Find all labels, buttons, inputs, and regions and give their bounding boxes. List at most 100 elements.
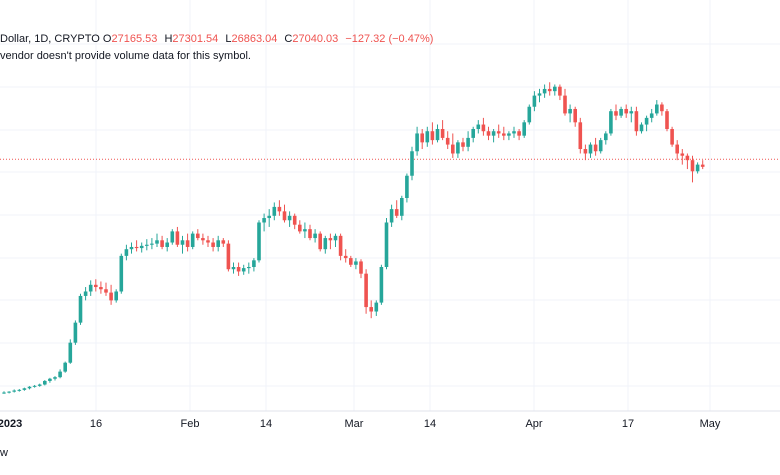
candle[interactable]	[700, 160, 705, 170]
candle[interactable]	[400, 195, 404, 221]
candle[interactable]	[323, 235, 328, 254]
candle[interactable]	[155, 233, 159, 247]
candle[interactable]	[134, 240, 139, 252]
candle[interactable]	[440, 120, 445, 141]
candle[interactable]	[318, 231, 322, 252]
candle[interactable]	[512, 126, 516, 138]
candle[interactable]	[593, 137, 598, 156]
candle[interactable]	[660, 102, 664, 116]
candle[interactable]	[527, 104, 532, 125]
candle[interactable]	[425, 126, 430, 147]
candle[interactable]	[680, 149, 685, 165]
candle[interactable]	[553, 84, 557, 96]
candle[interactable]	[247, 262, 251, 274]
candle[interactable]	[119, 253, 124, 294]
candle[interactable]	[252, 258, 256, 272]
candle[interactable]	[563, 88, 567, 116]
candle[interactable]	[22, 387, 27, 391]
candle[interactable]	[568, 104, 572, 123]
candle[interactable]	[262, 213, 266, 232]
candle[interactable]	[634, 106, 639, 136]
candle[interactable]	[349, 255, 353, 267]
candle[interactable]	[48, 377, 52, 383]
candle[interactable]	[180, 235, 185, 254]
candle[interactable]	[665, 108, 669, 132]
candle[interactable]	[639, 122, 644, 134]
candle[interactable]	[78, 293, 83, 325]
candle[interactable]	[614, 104, 618, 121]
candle[interactable]	[211, 238, 215, 252]
candle[interactable]	[338, 233, 343, 261]
candle[interactable]	[104, 282, 108, 296]
candle[interactable]	[502, 126, 506, 141]
candle[interactable]	[165, 238, 169, 252]
candle[interactable]	[624, 104, 628, 118]
candle[interactable]	[114, 289, 118, 303]
candle[interactable]	[43, 380, 47, 386]
candle[interactable]	[32, 384, 37, 388]
candle[interactable]	[655, 100, 659, 116]
candle[interactable]	[476, 120, 481, 134]
candle[interactable]	[547, 82, 552, 96]
candle[interactable]	[496, 124, 501, 138]
candle[interactable]	[150, 238, 154, 250]
candle[interactable]	[517, 129, 521, 141]
symbol-info[interactable]: Dollar, 1D, CRYPTO	[0, 33, 100, 45]
candle[interactable]	[532, 91, 537, 112]
candle[interactable]	[354, 258, 358, 270]
candle[interactable]	[343, 249, 348, 263]
candle[interactable]	[466, 131, 470, 152]
candle[interactable]	[690, 155, 695, 183]
candle[interactable]	[129, 242, 134, 254]
candle[interactable]	[226, 240, 231, 272]
candle[interactable]	[374, 300, 379, 316]
candle[interactable]	[420, 129, 424, 150]
candle[interactable]	[37, 383, 42, 387]
candle[interactable]	[231, 262, 236, 274]
candle[interactable]	[435, 124, 440, 143]
candle[interactable]	[277, 200, 282, 216]
candle[interactable]	[670, 126, 674, 147]
candle[interactable]	[578, 117, 583, 154]
candle[interactable]	[384, 218, 389, 270]
candle[interactable]	[333, 233, 338, 247]
candle[interactable]	[190, 231, 195, 250]
candle[interactable]	[695, 162, 700, 174]
candle[interactable]	[629, 106, 634, 123]
candle[interactable]	[445, 131, 450, 150]
candle[interactable]	[236, 262, 241, 276]
candle[interactable]	[359, 259, 363, 279]
candle[interactable]	[389, 204, 394, 227]
candle[interactable]	[471, 126, 475, 143]
candle[interactable]	[598, 137, 603, 154]
candle[interactable]	[287, 211, 292, 227]
candle[interactable]	[12, 389, 16, 393]
candle[interactable]	[7, 391, 11, 394]
candle[interactable]	[313, 229, 317, 243]
candle[interactable]	[522, 120, 526, 138]
candle[interactable]	[124, 244, 129, 261]
candle[interactable]	[17, 388, 22, 392]
candle[interactable]	[175, 226, 180, 247]
candle[interactable]	[308, 224, 312, 241]
candle[interactable]	[588, 142, 593, 158]
candle[interactable]	[649, 108, 654, 123]
candle[interactable]	[486, 126, 491, 141]
candle[interactable]	[328, 233, 333, 250]
candle[interactable]	[145, 239, 149, 251]
candle[interactable]	[201, 233, 205, 245]
candle[interactable]	[83, 287, 88, 301]
candle[interactable]	[241, 264, 246, 275]
candle[interactable]	[99, 281, 103, 294]
candle[interactable]	[491, 129, 496, 143]
candle[interactable]	[685, 153, 690, 170]
candle[interactable]	[537, 88, 542, 103]
candle[interactable]	[53, 376, 57, 381]
candle[interactable]	[298, 220, 302, 234]
candle[interactable]	[63, 361, 67, 373]
candle[interactable]	[430, 122, 435, 145]
candle[interactable]	[369, 300, 373, 319]
candle[interactable]	[604, 131, 608, 145]
